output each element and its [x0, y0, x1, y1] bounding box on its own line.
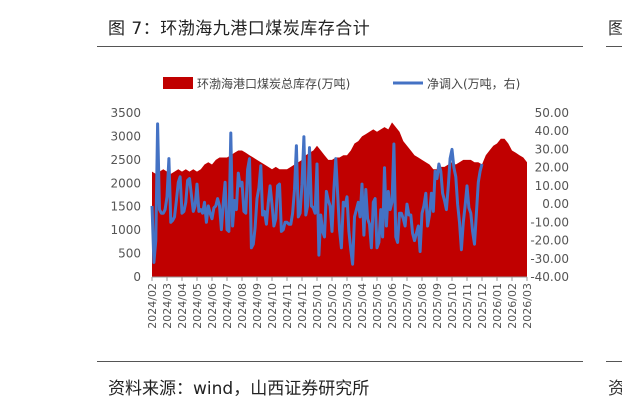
- x-tick-label: 2025/12: [476, 283, 489, 329]
- left-tick-label: 2000: [110, 176, 141, 190]
- right-axis: -40.00 -30.00 -20.00 -10.00 0.00 10.00 20.00 30…: [530, 106, 569, 284]
- line-series-inflow: [150, 122, 484, 266]
- x-tick-label: 2024/10: [266, 283, 279, 329]
- right-tick-label: 40.00: [535, 124, 569, 138]
- x-tick-label: 2025/07: [401, 283, 414, 329]
- right-tick-label: 30.00: [535, 142, 569, 156]
- x-tick-label: 2024/04: [176, 283, 189, 329]
- x-tick-label: 2024/07: [221, 283, 234, 329]
- x-tick-label: 2025/02: [326, 283, 339, 329]
- x-tick-label: 2025/11: [461, 283, 474, 329]
- figure-title: 图 7：环渤海九港口煤炭库存合计: [108, 19, 371, 39]
- right-panel-title-fragment: 图: [608, 19, 622, 39]
- left-tick-label: 3500: [110, 106, 141, 120]
- x-tick-label: 2024/11: [281, 283, 294, 329]
- legend-label-stock: 环渤海港口煤炭总库存(万吨): [197, 76, 350, 91]
- area-series-stock: [152, 122, 527, 278]
- left-tick-label: 3000: [110, 129, 141, 143]
- x-tick-label: 2026/03: [521, 283, 534, 329]
- right-panel-bottom-rule: [606, 361, 622, 362]
- left-axis: 0 500 1000 1500 2000 2500 3000 3500: [110, 106, 141, 284]
- left-tick-label: 0: [133, 270, 141, 284]
- plot-area: [150, 122, 527, 278]
- right-panel-top-rule: [606, 46, 622, 47]
- x-tick-label: 2024/06: [206, 283, 219, 329]
- x-tick-label: 2025/08: [416, 283, 429, 329]
- x-tick-label: 2024/03: [161, 283, 174, 329]
- left-tick-label: 2500: [110, 153, 141, 167]
- x-tick-label: 2025/01: [311, 283, 324, 329]
- top-rule: [97, 46, 583, 47]
- right-tick-label: -20.00: [530, 234, 569, 248]
- right-tick-label: 50.00: [535, 106, 569, 120]
- x-tick-label: 2025/10: [446, 283, 459, 329]
- x-tick-label: 2026/01: [491, 283, 504, 329]
- left-tick-label: 1000: [110, 223, 141, 237]
- left-tick-label: 1500: [110, 200, 141, 214]
- legend: 环渤海港口煤炭总库存(万吨) 净调入(万吨，右): [163, 76, 520, 91]
- right-tick-label: -40.00: [530, 270, 569, 284]
- x-tick-label: 2025/06: [386, 283, 399, 329]
- left-tick-label: 500: [118, 247, 141, 261]
- right-tick-label: 10.00: [535, 179, 569, 193]
- x-tick-label: 2024/02: [146, 283, 159, 329]
- right-panel-source-fragment: 资: [608, 379, 622, 399]
- x-axis: 2024/02 2024/03 2024/04 2024/05 2024/06 2024/…: [146, 277, 534, 329]
- right-tick-label: -10.00: [530, 215, 569, 229]
- right-tick-label: 20.00: [535, 161, 569, 175]
- source-note: 资料来源：wind，山西证券研究所: [108, 379, 370, 399]
- x-tick-label: 2025/04: [356, 283, 369, 329]
- x-tick-label: 2026/02: [506, 283, 519, 329]
- x-tick-label: 2024/08: [236, 283, 249, 329]
- x-tick-label: 2025/09: [431, 283, 444, 329]
- legend-label-inflow: 净调入(万吨，右): [427, 76, 520, 91]
- legend-swatch-stock: [163, 77, 193, 89]
- x-tick-label: 2025/03: [341, 283, 354, 329]
- x-tick-label: 2024/09: [251, 283, 264, 329]
- x-tick-label: 2024/05: [191, 283, 204, 329]
- right-tick-label: 0.00: [542, 197, 569, 211]
- right-tick-label: -30.00: [530, 252, 569, 266]
- x-tick-label: 2024/12: [296, 283, 309, 329]
- bottom-rule: [97, 361, 583, 362]
- x-tick-label: 2025/05: [371, 283, 384, 329]
